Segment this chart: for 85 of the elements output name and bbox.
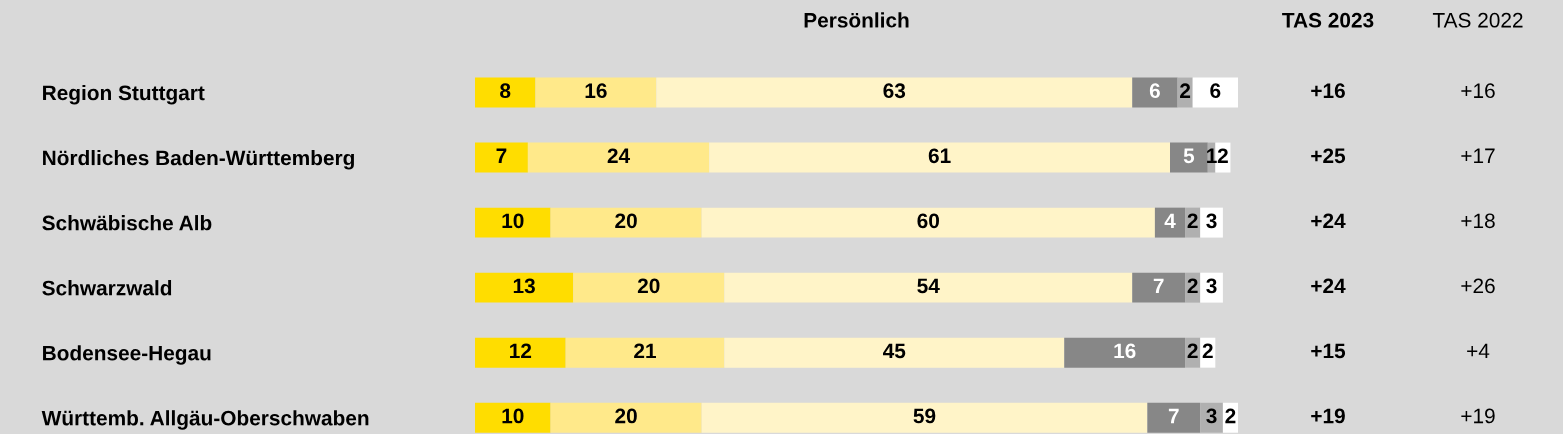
text: TAS 2023 [1282,12,1374,28]
data-label: 2 [1180,83,1191,98]
data-label: 2 [1217,148,1228,163]
data-label: 54 [917,278,940,294]
data-label: 10 [502,213,524,229]
text: +16 [1311,83,1345,99]
data-label: 2 [1202,343,1213,359]
text: +17 [1461,148,1495,163]
y-tick-label: Schwarzwald [42,280,172,296]
y-tick-label: Schwäbische Alb [42,215,212,231]
bar [1200,402,1223,433]
bar [656,77,1133,108]
bar [565,337,725,368]
data-label: 63 [883,83,906,99]
bar [724,337,1065,368]
bar [1132,272,1186,303]
bar [475,272,574,303]
y-tick-label: Bodensee-Hegau [43,345,211,365]
data-label: 5 [1183,148,1195,164]
text: +15 [1311,343,1346,359]
bar [724,272,1133,303]
bar [1200,272,1223,303]
data-label: 61 [928,148,951,164]
data-label: 20 [615,408,637,424]
bar [550,207,702,238]
bar [1200,207,1223,238]
bar [1154,207,1186,238]
bar [1132,77,1178,108]
data-label: 20 [637,278,660,294]
data-label: 2 [1225,408,1236,424]
data-label: 6 [1210,83,1221,99]
y-tick-label: Region Stuttgart [43,84,205,105]
chart-title: Persönlich [804,12,909,28]
bar [535,77,657,108]
data-label: 2 [1187,213,1198,228]
data-label: 7 [496,148,507,163]
text: +18 [1461,213,1495,229]
bar [1147,402,1201,433]
bar [527,142,710,173]
data-label: 4 [1164,213,1176,228]
text: TAS 2022 [1432,12,1523,28]
bar [1170,142,1208,173]
bar [709,142,1171,173]
bar [475,337,566,368]
text: +19 [1311,408,1345,424]
data-label: 12 [510,343,532,359]
bar [701,402,1148,433]
text: +16 [1461,83,1495,99]
text: +24 [1311,278,1346,294]
text: +24 [1311,213,1346,228]
data-label: 13 [513,278,535,294]
data-label: 3 [1206,408,1217,424]
data-label: 20 [615,213,637,229]
data-label: 2 [1187,343,1198,359]
data-label: 8 [500,83,511,99]
data-label: 21 [634,343,656,359]
text: +25 [1311,148,1346,164]
data-label: 7 [1168,408,1179,424]
text: +26 [1461,278,1495,294]
bar [475,77,536,108]
data-label: 1 [1207,148,1217,163]
data-label: 60 [917,213,939,229]
data-label: 16 [1114,343,1136,359]
bar [573,272,725,303]
bar [1064,337,1186,368]
data-label: 3 [1206,213,1217,229]
data-label: 7 [1153,278,1164,294]
bar [475,207,551,238]
y-tick-label: Württemb. Allgäu-Oberschwaben [41,410,369,430]
text: +4 [1467,343,1490,359]
data-label: 59 [913,408,936,424]
text: +19 [1461,408,1495,424]
bar [701,207,1155,238]
data-label: 3 [1206,278,1217,294]
data-label: 45 [883,343,906,359]
bar [475,142,528,173]
data-label: 2 [1187,278,1198,294]
data-label: 16 [585,83,607,99]
y-tick-label: Nördliches Baden-Württemberg [43,150,354,170]
bar [550,402,702,433]
bar [1192,77,1238,108]
data-label: 6 [1149,83,1160,99]
data-label: 10 [502,408,524,424]
data-label: 24 [607,148,631,163]
bar [475,402,551,433]
